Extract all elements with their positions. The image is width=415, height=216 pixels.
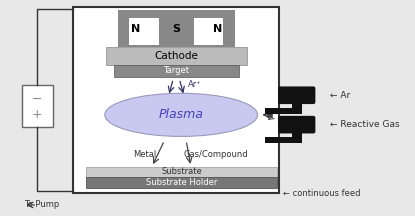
Text: Gas/Compound: Gas/Compound bbox=[183, 149, 248, 159]
Text: Target: Target bbox=[163, 66, 189, 75]
Bar bbox=[292, 102, 302, 114]
Text: −: − bbox=[32, 93, 42, 106]
Text: Cathode: Cathode bbox=[154, 51, 198, 61]
Bar bbox=[106, 47, 247, 65]
Text: N: N bbox=[131, 24, 140, 34]
Bar bbox=[86, 176, 277, 188]
Bar bbox=[292, 132, 302, 143]
Bar bbox=[117, 10, 235, 47]
Text: S: S bbox=[172, 24, 180, 34]
Text: ← continuous feed: ← continuous feed bbox=[283, 189, 361, 198]
Text: Ar⁺: Ar⁺ bbox=[188, 80, 202, 89]
Text: Plasma: Plasma bbox=[159, 108, 204, 121]
Bar bbox=[86, 167, 277, 176]
FancyBboxPatch shape bbox=[278, 86, 315, 104]
Bar bbox=[22, 86, 53, 127]
Text: N: N bbox=[213, 24, 222, 34]
Text: Substrate: Substrate bbox=[161, 167, 202, 176]
Ellipse shape bbox=[105, 93, 258, 137]
Bar bbox=[266, 137, 295, 143]
Text: Substrate Holder: Substrate Holder bbox=[146, 178, 217, 187]
Bar bbox=[73, 7, 279, 193]
Bar bbox=[114, 65, 239, 77]
Text: ← Ar: ← Ar bbox=[330, 91, 350, 100]
Bar bbox=[129, 18, 159, 45]
Bar bbox=[194, 18, 223, 45]
FancyBboxPatch shape bbox=[278, 116, 315, 133]
Text: +: + bbox=[32, 108, 42, 121]
Text: To Pump: To Pump bbox=[24, 200, 60, 210]
Text: Metal: Metal bbox=[133, 149, 156, 159]
Bar bbox=[266, 108, 295, 114]
Text: ← Reactive Gas: ← Reactive Gas bbox=[330, 120, 400, 129]
